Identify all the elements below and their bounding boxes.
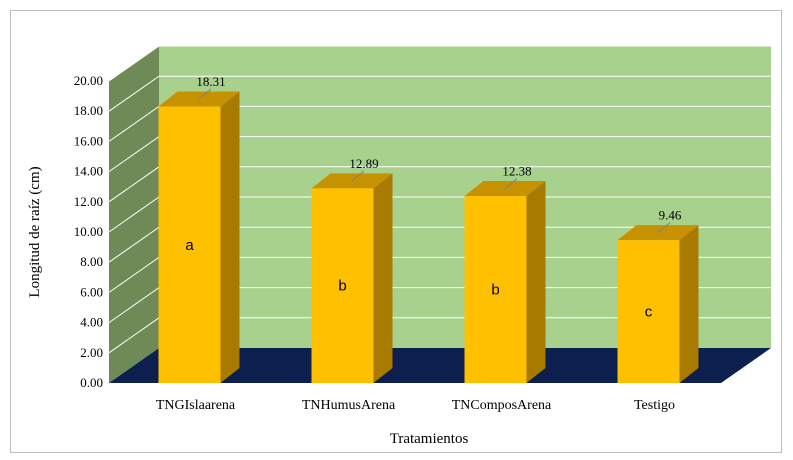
- data-label: 12.89: [349, 156, 378, 171]
- bar: [464, 196, 527, 383]
- data-label-leader: [351, 170, 365, 182]
- y-axis-title: Longitud de raíz (cm): [27, 166, 43, 297]
- group-letter: c: [645, 304, 653, 321]
- y-tick-label: 6.00: [80, 284, 103, 299]
- floor: [109, 348, 771, 383]
- x-tick-label: TNGIslaarena: [156, 398, 236, 413]
- bar-side: [220, 91, 240, 384]
- data-label: 12.38: [502, 164, 531, 179]
- y-tick-label: 12.00: [74, 194, 103, 209]
- bar-side: [373, 173, 393, 383]
- bar-side: [526, 181, 546, 383]
- x-tick-label: TNComposArena: [452, 398, 552, 413]
- y-tick-label: 18.00: [74, 103, 103, 118]
- x-axis-labels: TNGIslaarena TNHumusArena TNComposArena Tes…: [156, 398, 675, 413]
- y-tick-label: 14.00: [74, 164, 103, 179]
- bar: [311, 188, 374, 383]
- group-letter: a: [185, 237, 194, 254]
- y-axis-ticks: 0.00 2.00 4.00 6.00 8.00 10.00 12.00 14.00 16.00…: [74, 73, 103, 390]
- data-label-leader: [198, 88, 212, 100]
- x-tick-label: Testigo: [634, 398, 675, 413]
- data-label-leader: [657, 222, 671, 234]
- column-chart: 18.31 a 12.89 b 12.38 b 9.46 c 0.00 2.00 4.00 6.00…: [27, 45, 771, 447]
- y-tick-label: 0.00: [80, 375, 103, 390]
- gridline: [108, 75, 771, 112]
- y-tick-label: 20.00: [74, 73, 103, 88]
- bar: [158, 106, 221, 384]
- data-label: 18.31: [196, 74, 225, 89]
- bar: [617, 240, 680, 383]
- y-tick-label: 10.00: [74, 224, 103, 239]
- data-label-leader: [504, 178, 518, 189]
- gridline: [108, 45, 771, 82]
- y-tick-label: 2.00: [80, 345, 103, 360]
- group-letter: b: [491, 282, 499, 299]
- y-tick-label: 16.00: [74, 133, 103, 148]
- x-tick-label: TNHumusArena: [302, 398, 396, 413]
- x-axis-title: Tratamientos: [390, 431, 469, 447]
- bars: 18.31 a 12.89 b 12.38 b 9.46 c: [158, 74, 699, 384]
- chart-frame: 18.31 a 12.89 b 12.38 b 9.46 c 0.00 2.00 4.00 6.00…: [10, 10, 782, 453]
- y-tick-label: 8.00: [80, 254, 103, 269]
- group-letter: b: [338, 278, 346, 295]
- y-tick-label: 4.00: [80, 315, 103, 330]
- data-label: 9.46: [659, 208, 682, 223]
- bar-side: [679, 225, 699, 383]
